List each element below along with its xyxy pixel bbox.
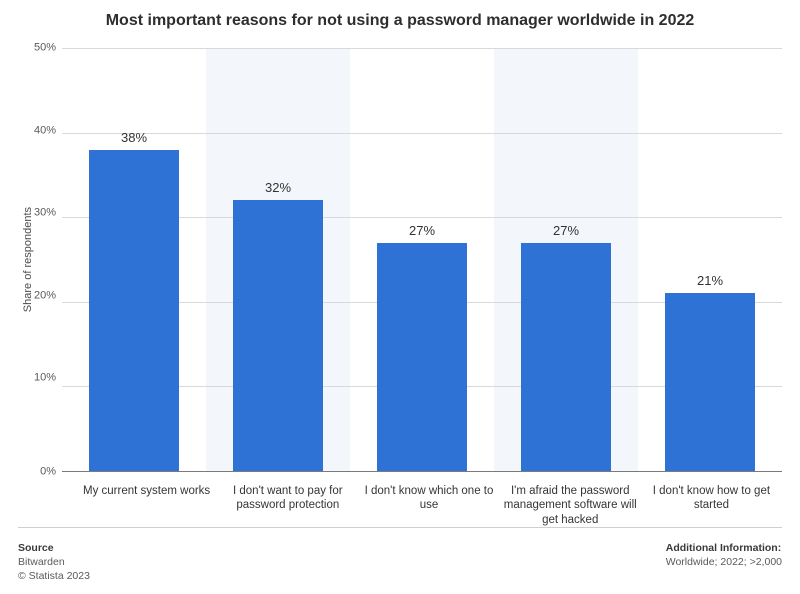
bar-which-one: 27% xyxy=(377,243,466,471)
bar-value-label: 21% xyxy=(697,273,723,288)
bar-slot: 38% xyxy=(62,48,206,471)
footer-copyright: © Statista 2023 xyxy=(18,570,90,582)
bar-value-label: 32% xyxy=(265,180,291,195)
bar-slot: 27% xyxy=(494,48,638,471)
footer: Source Bitwarden © Statista 2023 Additio… xyxy=(18,527,782,582)
bar-dont-pay: 32% xyxy=(233,200,322,471)
footer-addl-value: Worldwide; 2022; >2,000 xyxy=(666,556,782,568)
bar-current-system: 38% xyxy=(89,150,178,471)
bar-value-label: 38% xyxy=(121,130,147,145)
footer-source-col: Source Bitwarden © Statista 2023 xyxy=(18,542,90,582)
bars-row: 38% 32% 27% 27% xyxy=(62,48,782,471)
x-tick: I don't know which one to use xyxy=(358,484,499,527)
y-tick: 10% xyxy=(34,373,56,384)
footer-source-label: Source xyxy=(18,542,90,554)
x-axis: My current system works I don't want to … xyxy=(18,484,782,527)
footer-addl-label: Additional Information: xyxy=(666,542,782,554)
x-tick: I don't want to pay for password protect… xyxy=(217,484,358,527)
bar-slot: 27% xyxy=(350,48,494,471)
chart-title: Most important reasons for not using a p… xyxy=(18,12,782,30)
y-tick: 30% xyxy=(34,208,56,219)
y-tick: 40% xyxy=(34,125,56,136)
bar-value-label: 27% xyxy=(553,223,579,238)
x-tick: I'm afraid the password management softw… xyxy=(500,484,641,527)
bar-slot: 21% xyxy=(638,48,782,471)
bars-zone: 38% 32% 27% 27% xyxy=(62,48,782,472)
bar-slot: 32% xyxy=(206,48,350,471)
footer-addl-col: Additional Information: Worldwide; 2022;… xyxy=(666,542,782,582)
bar-value-label: 27% xyxy=(409,223,435,238)
y-tick: 50% xyxy=(34,43,56,54)
y-tick: 0% xyxy=(40,466,56,477)
y-axis: 50% 40% 30% 20% 10% 0% xyxy=(34,48,62,472)
x-tick: I don't know how to get started xyxy=(641,484,782,527)
y-tick: 20% xyxy=(34,290,56,301)
y-axis-label: Share of respondents xyxy=(18,207,34,312)
plot-area: Share of respondents 50% 40% 30% 20% 10%… xyxy=(18,48,782,472)
chart-container: Most important reasons for not using a p… xyxy=(0,0,800,594)
x-tick: My current system works xyxy=(76,484,217,527)
bar-afraid-hacked: 27% xyxy=(521,243,610,471)
bar-how-start: 21% xyxy=(665,293,754,471)
footer-source-value: Bitwarden xyxy=(18,556,90,568)
